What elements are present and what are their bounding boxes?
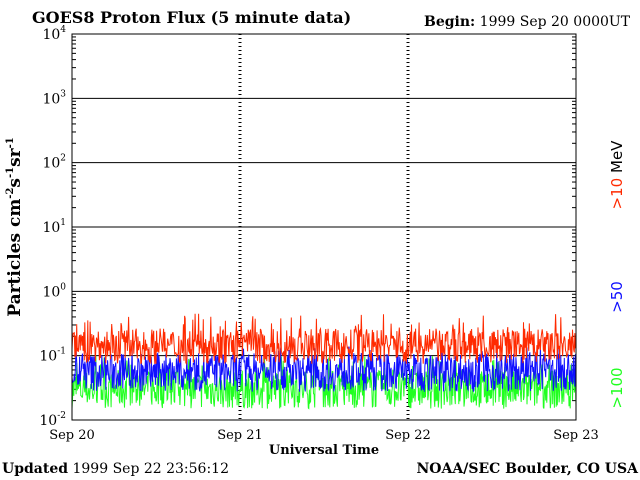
begin-label: Begin: — [424, 14, 476, 30]
updated-value: 1999 Sep 22 23:56:12 — [72, 461, 229, 477]
right-channel-label: >100 — [608, 367, 626, 408]
right-channel-label: >10 MeV — [608, 140, 626, 210]
begin-value: 1999 Sep 20 0000UT — [479, 14, 631, 30]
y-tick-label: 100 — [42, 282, 66, 300]
x-tick-label: Sep 22 — [385, 428, 431, 443]
y-axis-title: Particles cm-2s-1sr-1 — [5, 137, 25, 317]
updated-label: Updated — [2, 461, 69, 477]
y-tick-label: 103 — [42, 89, 66, 107]
y-tick-label: 104 — [42, 25, 66, 43]
y-tick-label: 10-1 — [39, 347, 66, 365]
x-tick-label: Sep 20 — [49, 428, 95, 443]
plot-frame — [71, 33, 577, 421]
x-axis-title: Universal Time — [269, 443, 379, 458]
y-tick-label: 101 — [42, 218, 66, 236]
x-tick-label: Sep 23 — [553, 428, 599, 443]
y-tick-label: 10-2 — [39, 411, 66, 429]
x-tick-label: Sep 21 — [217, 428, 263, 443]
right-channel-label: >50 — [608, 281, 626, 313]
chart-title: GOES8 Proton Flux (5 minute data) — [32, 8, 352, 27]
y-tick-label: 102 — [42, 154, 66, 172]
series-line-10mev — [71, 313, 577, 366]
updated-info: Updated 1999 Sep 22 23:56:12 — [2, 462, 229, 476]
begin-info: Begin: 1999 Sep 20 0000UT — [424, 15, 630, 29]
source-label: NOAA/SEC Boulder, CO USA — [416, 461, 639, 477]
